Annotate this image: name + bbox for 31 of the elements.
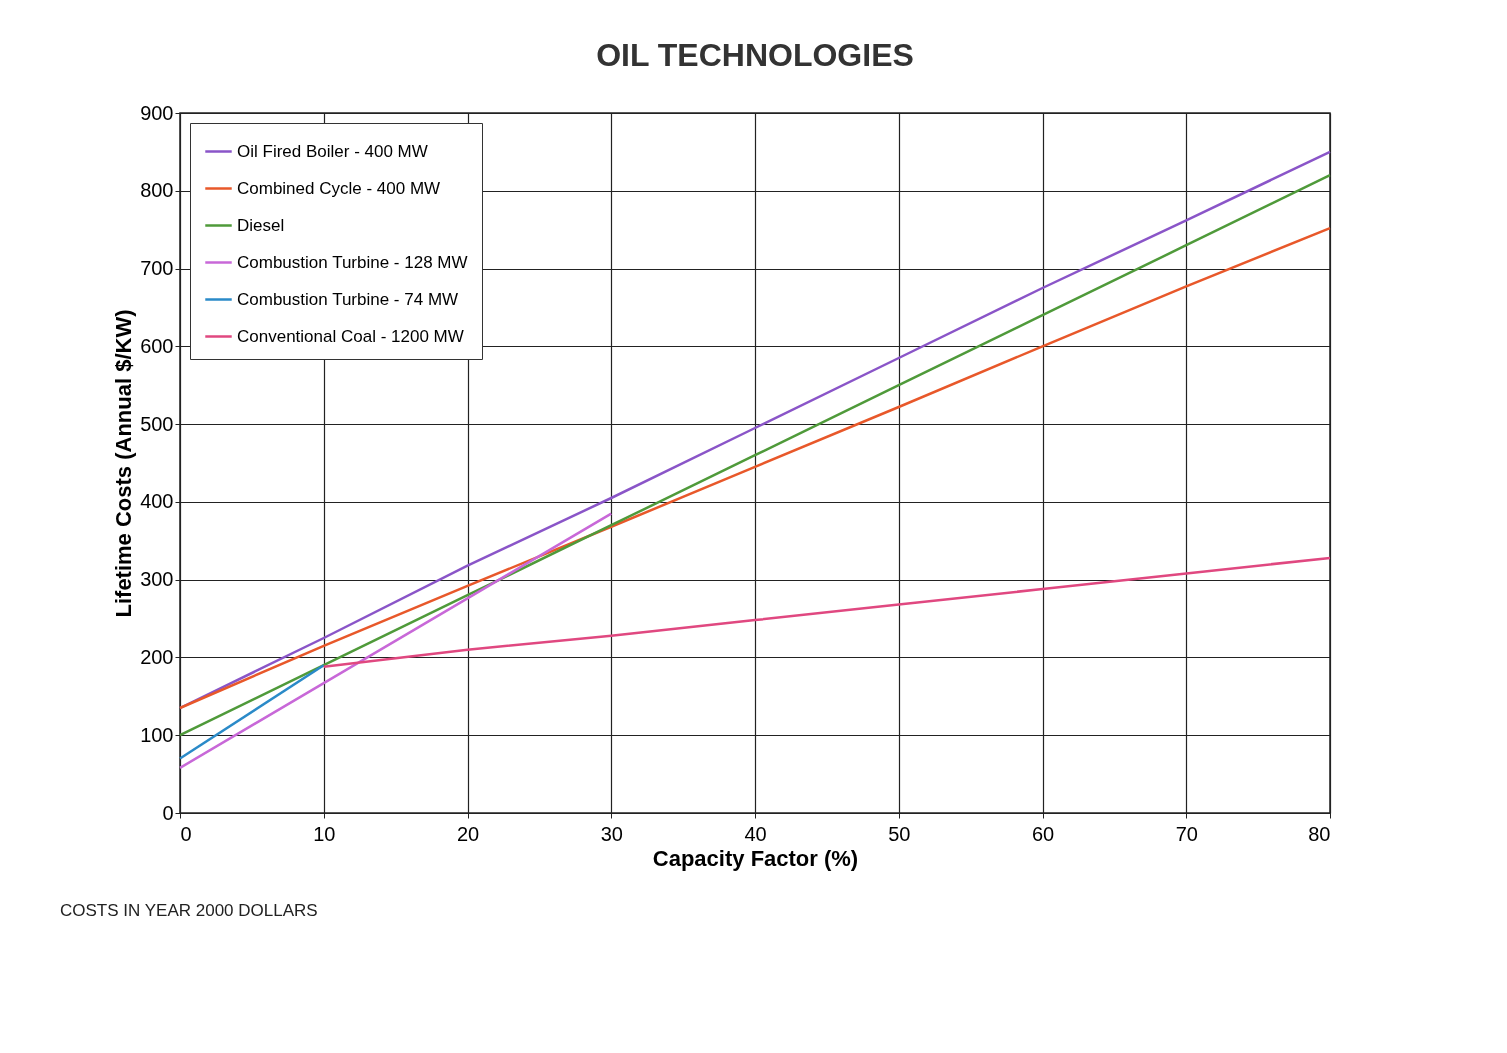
x-tick-label: 40 (744, 822, 767, 845)
y-tick-label: 900 (140, 101, 174, 124)
x-axis-title: Capacity Factor (%) (652, 845, 859, 871)
x-tick-label: 0 (180, 822, 192, 845)
line-series (322, 556, 1332, 669)
chart-title: OIL TECHNOLOGIES (596, 37, 914, 73)
x-tick-label: 30 (600, 822, 623, 845)
y-tick-label: 100 (140, 723, 174, 746)
x-tick-label: 60 (1031, 822, 1055, 845)
legend-label: Combustion Turbine - 74 MW (237, 289, 459, 309)
text: COSTS IN YEAR 2000 DOLLARS (60, 901, 318, 920)
x-tick-label: 70 (1175, 822, 1198, 845)
legend-label: Oil Fired Boiler - 400 MW (237, 141, 428, 161)
legend-label: Combustion Turbine - 128 MW (237, 252, 468, 272)
x-tick-label: 80 (1308, 822, 1331, 845)
y-tick-label: 200 (140, 645, 174, 668)
y-tick-label: 0 (162, 801, 174, 824)
x-tick-label: 10 (313, 822, 336, 845)
y-tick-label: 500 (140, 412, 174, 435)
y-tick-label: 600 (140, 334, 174, 357)
y-tick-label: 300 (140, 568, 174, 591)
y-tick-label: 700 (140, 257, 174, 280)
line-series (178, 512, 613, 770)
y-tick-label: 400 (140, 490, 174, 513)
legend-label: Diesel (237, 215, 285, 235)
legend-label: Combined Cycle - 400 MW (237, 178, 441, 198)
y-axis-title: Lifetime Costs (Annual $/KW) (111, 309, 137, 618)
x-tick-label: 20 (456, 822, 480, 845)
x-tick-label: 50 (888, 822, 911, 845)
y-tick-label: 800 (140, 179, 174, 202)
legend-label: Conventional Coal - 1200 MW (237, 326, 464, 346)
